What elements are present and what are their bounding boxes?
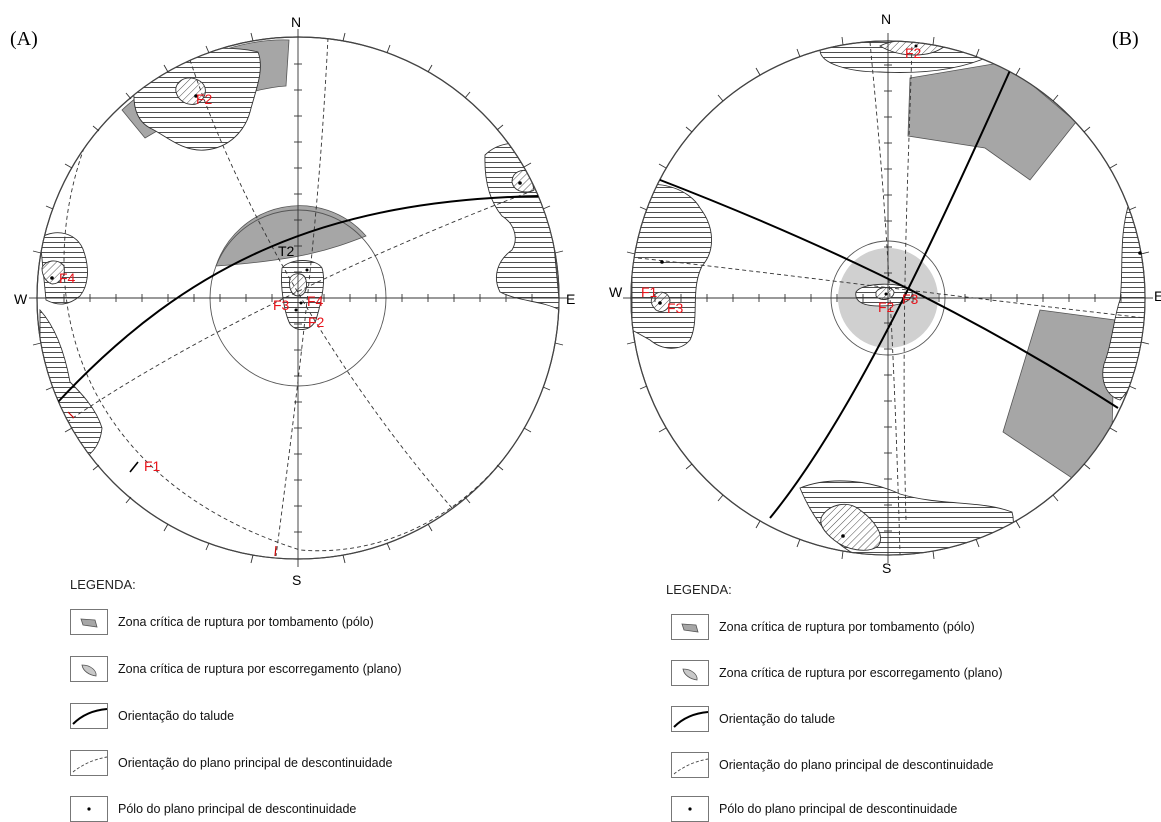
pole-label-f4-a: F4 [307, 293, 324, 309]
pole-label-f2-top-a: F2 [196, 91, 213, 107]
slope-line-b2 [654, 177, 1119, 409]
east-label-b: E [1154, 288, 1161, 304]
plane-f3-b [903, 41, 913, 521]
legend-title-a: LEGENDA: [70, 577, 136, 592]
pole-label-f2-center-b: F2 [878, 299, 895, 315]
plane-f2-a [189, 59, 453, 509]
legend-item-sliding-a: Zona crítica de ruptura por escorregamen… [70, 656, 401, 682]
legend-label: Orientação do talude [719, 712, 836, 726]
pole-label-f3-a: F3 [273, 297, 290, 313]
plane-f1-b [637, 257, 1145, 319]
density-f4-a [41, 260, 65, 285]
pole-label-f1-west-b: F1 [641, 284, 658, 300]
pole-label-f2-top-b: F2 [905, 45, 922, 61]
dashed-line-swatch-icon [671, 752, 709, 778]
legend-label: Zona crítica de ruptura por tombamento (… [719, 620, 975, 634]
north-label-a: N [291, 14, 302, 30]
legend-item-plane-a: Orientação do plano principal de descont… [70, 750, 393, 776]
legend-label: Zona crítica de ruptura por escorregamen… [118, 662, 402, 676]
legend-item-slope-a: Orientação do talude [70, 703, 234, 729]
density-f2-a [175, 77, 206, 105]
legend-label: Orientação do talude [118, 709, 235, 723]
pole-dot-swatch-icon [671, 796, 709, 822]
plane-f1-a [275, 37, 329, 557]
slope-line-b1 [769, 65, 1013, 519]
legend-item-toppling-a: Zona crítica de ruptura por tombamento (… [70, 609, 374, 635]
legend-item-slope-b: Orientação do talude [671, 706, 835, 732]
legend-item-pole-b: Pólo do plano principal de descontinuida… [671, 796, 957, 822]
sliding-swatch-icon [70, 656, 108, 682]
legend-title-b: LEGENDA: [666, 582, 732, 597]
dashed-line-swatch-icon [70, 750, 108, 776]
legend-item-pole-a: Pólo do plano principal de descontinuida… [70, 796, 356, 822]
west-label-b: W [609, 284, 623, 300]
toppling-swatch-icon [671, 614, 709, 640]
pole-label-f2-a: F2 [308, 314, 325, 330]
panel-a-label: (A) [10, 28, 38, 50]
south-label-b: S [882, 560, 892, 576]
stereonet-a [29, 29, 567, 567]
legend-label: Pólo do plano principal de descontinuida… [719, 802, 958, 816]
east-label-a: E [566, 291, 576, 307]
plane-f3-a [63, 187, 541, 425]
contour-east-b [1102, 199, 1145, 401]
legend-item-sliding-b: Zona crítica de ruptura por escorregamen… [671, 660, 1002, 686]
legend-label: Zona crítica de ruptura por escorregamen… [719, 666, 1003, 680]
stereonets [29, 29, 1153, 567]
label-t2-a: T2 [278, 243, 295, 259]
pole-label-f4-west-a: F4 [59, 270, 76, 286]
legend-label: Zona crítica de ruptura por tombamento (… [118, 615, 374, 629]
legend-label: Orientação do plano principal de descont… [118, 756, 393, 770]
legend-item-plane-b: Orientação do plano principal de descont… [671, 752, 994, 778]
legend-item-toppling-b: Zona crítica de ruptura por tombamento (… [671, 614, 975, 640]
density-east-a [511, 170, 535, 193]
toppling-swatch-icon [70, 609, 108, 635]
pole-label-f3-west-b: F3 [667, 300, 684, 316]
pole-label-f3-center-b: F3 [902, 291, 919, 307]
plane-f4-a [63, 147, 547, 552]
pole-dot-swatch-icon [70, 796, 108, 822]
legend-label: Orientação do plano principal de descont… [719, 758, 994, 772]
solid-line-swatch-icon [671, 706, 709, 732]
panel-b-label: (B) [1112, 28, 1139, 50]
sliding-swatch-icon [671, 660, 709, 686]
stereonet-b [623, 33, 1153, 563]
plane-f2-b [869, 41, 901, 555]
north-label-b: N [881, 11, 892, 27]
west-label-a: W [14, 291, 28, 307]
sliding-zone-a [215, 205, 367, 267]
contour-west-b [631, 184, 712, 349]
legend-label: Pólo do plano principal de descontinuida… [118, 802, 357, 816]
solid-line-swatch-icon [70, 703, 108, 729]
slope-line-a [57, 195, 541, 403]
south-label-a: S [292, 572, 302, 588]
pole-label-f1-rim-a: F1 [144, 458, 161, 474]
